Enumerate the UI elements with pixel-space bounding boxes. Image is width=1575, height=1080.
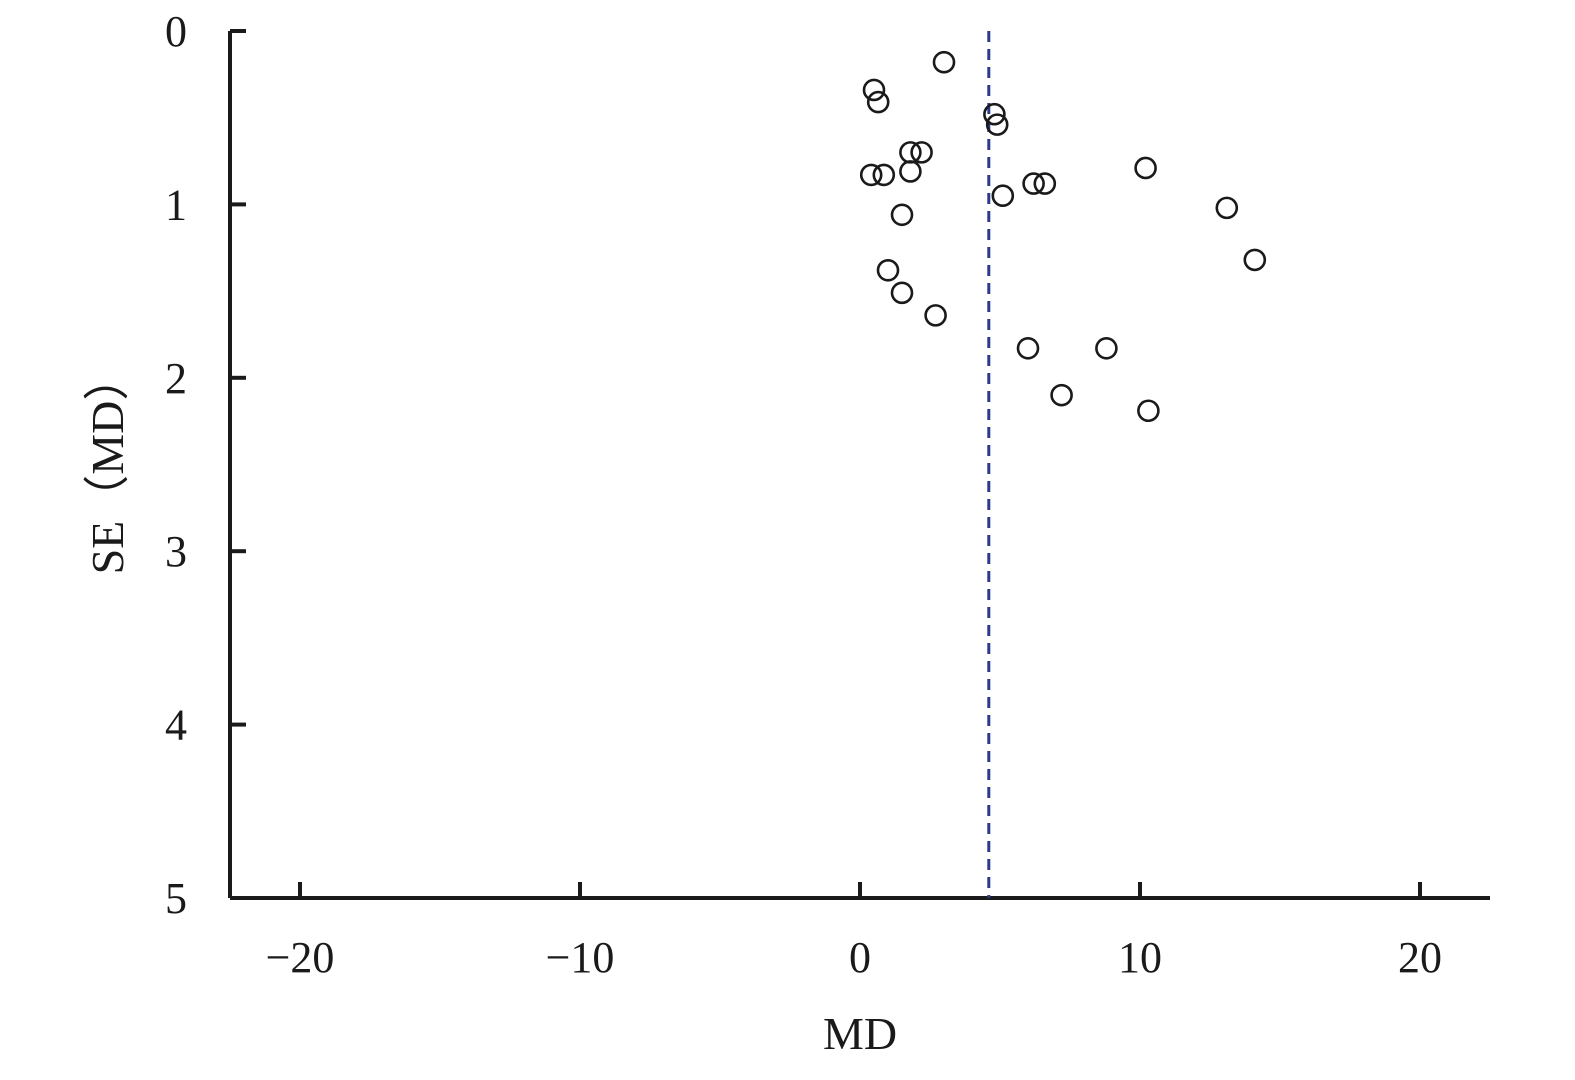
study-point [862, 78, 886, 102]
study-point [1134, 156, 1157, 180]
data-points [859, 50, 1267, 423]
study-point [1033, 172, 1057, 195]
study-point [1137, 399, 1160, 423]
study-point [1095, 337, 1118, 360]
y-axis-title: SE（MD） [82, 355, 133, 575]
y-tick-label: 4 [165, 701, 187, 750]
study-point [983, 102, 1006, 126]
study-point [1215, 196, 1239, 220]
study-point [859, 163, 883, 187]
study-point [1022, 172, 1045, 195]
study-point [932, 50, 956, 74]
study-point [890, 203, 914, 227]
study-point [924, 304, 947, 327]
study-point [991, 184, 1015, 208]
x-axis-title: MD [823, 1008, 897, 1059]
y-tick-label: 1 [165, 180, 187, 229]
study-point [1050, 383, 1073, 407]
study-point [985, 113, 1009, 136]
axis-labels: MD SE（MD） [82, 355, 897, 1059]
study-point [876, 258, 900, 282]
axes: 0 1 2 3 4 5 −20 −10 0 10 20 [165, 7, 1490, 982]
y-tick-label: 0 [165, 7, 187, 56]
y-tick-label: 2 [165, 354, 187, 403]
x-tick-label: 0 [849, 933, 871, 982]
study-point [1243, 248, 1267, 272]
x-tick-label: −20 [266, 933, 335, 982]
y-tick-label: 5 [165, 874, 187, 923]
x-tick-label: 10 [1118, 933, 1162, 982]
study-point [890, 281, 914, 305]
x-tick-label: −10 [546, 933, 615, 982]
study-point [910, 141, 933, 164]
study-point [899, 160, 922, 183]
x-tick-label: 20 [1398, 933, 1442, 982]
study-point [866, 90, 890, 114]
study-point [1016, 337, 1040, 360]
study-point [872, 163, 896, 187]
y-tick-label: 3 [165, 527, 187, 576]
